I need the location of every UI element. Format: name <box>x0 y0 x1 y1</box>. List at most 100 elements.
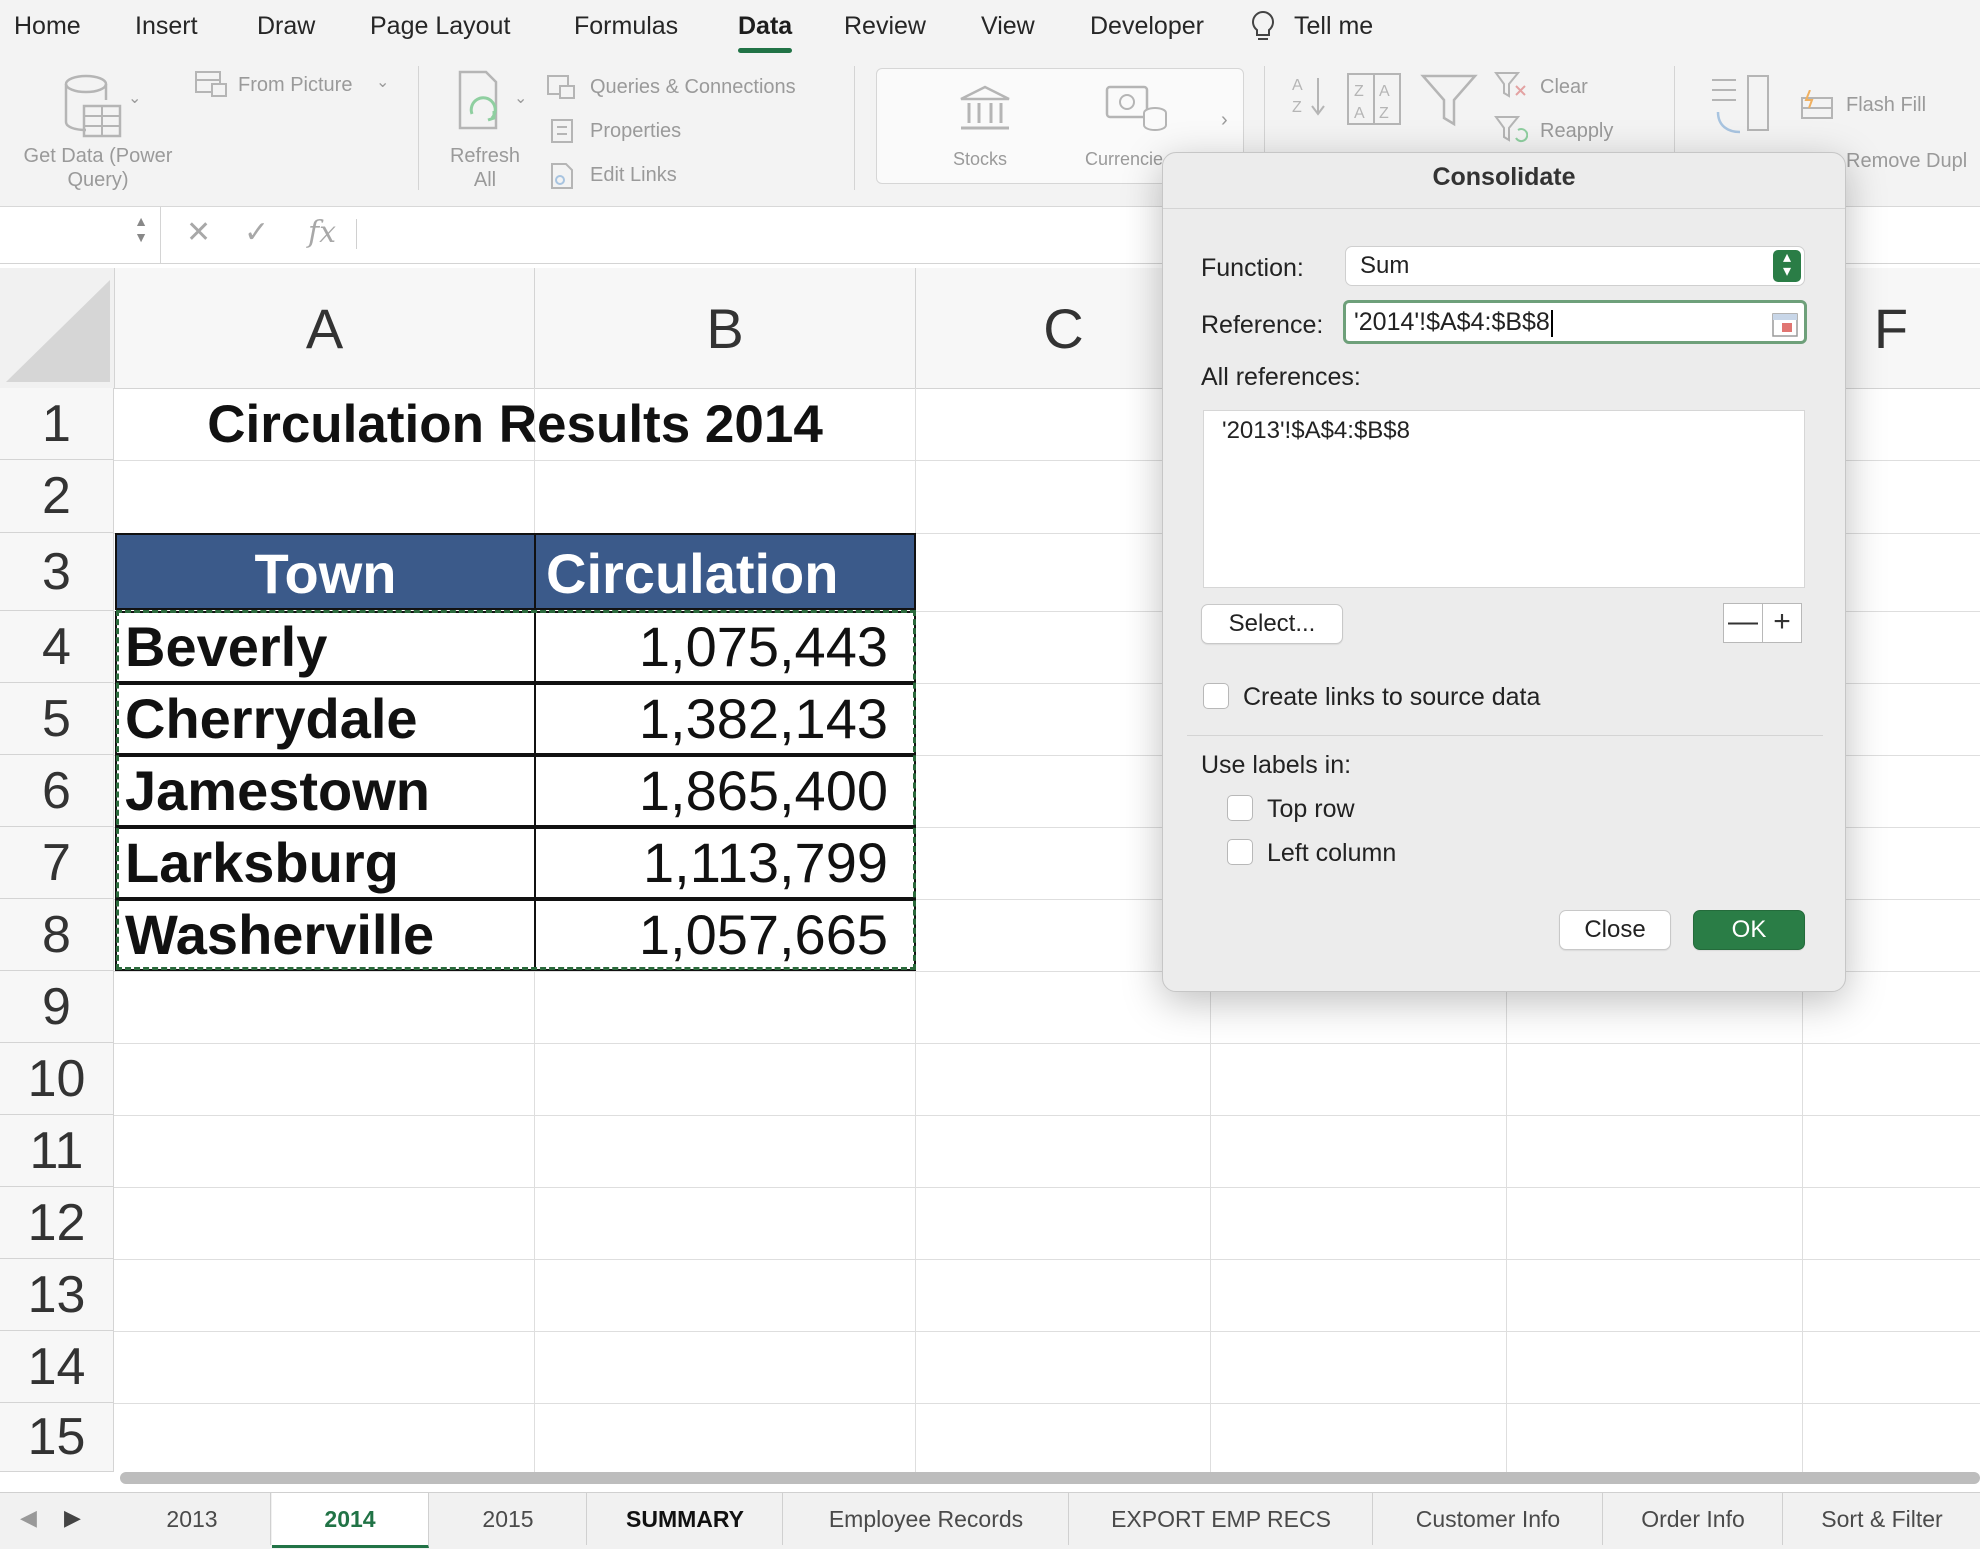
row-header-5[interactable]: 5 <box>0 683 114 755</box>
header-circulation[interactable]: Circulation <box>534 533 916 610</box>
cell-town[interactable]: Beverly <box>115 611 536 683</box>
gridline <box>114 1043 1980 1044</box>
tab-formulas[interactable]: Formulas <box>574 12 679 40</box>
properties-button[interactable]: Properties <box>590 120 682 142</box>
cell-circulation[interactable]: 1,113,799 <box>534 827 916 899</box>
tab-view[interactable]: View <box>981 12 1035 40</box>
function-icon[interactable]: fx <box>308 215 337 250</box>
select-all-corner[interactable] <box>0 268 115 389</box>
remove-reference-button[interactable]: — <box>1723 603 1763 643</box>
text-to-columns-icon[interactable] <box>1708 72 1772 149</box>
all-references-list[interactable]: '2013'!$A$4:$B$8 <box>1203 410 1805 588</box>
sheet-tab-export-emp-recs[interactable]: EXPORT EMP RECS <box>1070 1493 1373 1545</box>
sheet-title-cell[interactable]: Circulation Results 2014 <box>207 395 823 454</box>
tab-developer[interactable]: Developer <box>1090 12 1204 40</box>
cancel-icon[interactable]: ✕ <box>186 216 212 249</box>
ok-button[interactable]: OK <box>1693 910 1805 950</box>
add-reference-button[interactable]: + <box>1762 603 1802 643</box>
row-header-7[interactable]: 7 <box>0 827 114 899</box>
gridline <box>114 755 1980 756</box>
row-header-6[interactable]: 6 <box>0 755 114 827</box>
cell-circulation[interactable]: 1,865,400 <box>534 755 916 827</box>
stocks-bank-icon <box>957 83 1013 138</box>
row-header-1[interactable]: 1 <box>0 388 114 460</box>
sheet-tab-order-info[interactable]: Order Info <box>1604 1493 1783 1545</box>
horizontal-scrollbar[interactable] <box>120 1472 1980 1484</box>
tab-data[interactable]: Data <box>738 12 793 53</box>
cell-circulation[interactable]: 1,382,143 <box>534 683 916 755</box>
column-header-a[interactable]: A <box>115 268 535 389</box>
filter-funnel-icon[interactable] <box>1420 72 1478 135</box>
tab-page-layout[interactable]: Page Layout <box>370 12 511 40</box>
name-box-stepper-icon[interactable]: ▲ ▼ <box>134 213 148 245</box>
flash-fill-button[interactable]: Flash Fill <box>1846 94 1927 116</box>
row-header-12[interactable]: 12 <box>0 1187 114 1259</box>
left-column-label: Left column <box>1267 839 1397 867</box>
column-header-b[interactable]: B <box>535 268 916 389</box>
create-links-checkbox[interactable] <box>1203 683 1229 709</box>
get-data-label-1: Get Data (Power <box>23 145 173 167</box>
sheet-tab-summary[interactable]: SUMMARY <box>588 1493 783 1545</box>
get-data-button[interactable]: Get Data (Power Query) <box>10 144 186 192</box>
cell-town[interactable]: Cherrydale <box>115 683 536 755</box>
consolidate-dialog: Consolidate Function: Sum ▴ ▾ Reference: … <box>1162 152 1846 992</box>
function-select[interactable]: Sum ▴ ▾ <box>1345 246 1805 286</box>
sheet-tab-employee-records[interactable]: Employee Records <box>784 1493 1069 1545</box>
edit-links-button[interactable]: Edit Links <box>590 164 677 186</box>
stocks-label[interactable]: Stocks <box>953 149 1008 169</box>
row-header-2[interactable]: 2 <box>0 460 114 533</box>
row-header-8[interactable]: 8 <box>0 899 114 971</box>
tab-review[interactable]: Review <box>844 12 926 40</box>
clear-button[interactable]: Clear <box>1540 76 1588 98</box>
row-header-9[interactable]: 9 <box>0 971 114 1043</box>
sheet-tab-2013[interactable]: 2013 <box>114 1493 271 1545</box>
remove-duplicates-button[interactable]: Remove Dupl <box>1846 150 1968 172</box>
row-header-13[interactable]: 13 <box>0 1259 114 1331</box>
tell-me-search[interactable]: Tell me <box>1294 12 1374 40</box>
list-item[interactable]: '2013'!$A$4:$B$8 <box>1222 417 1410 444</box>
sheet-tab-2015[interactable]: 2015 <box>430 1493 587 1545</box>
refresh-label-2: All <box>473 169 497 191</box>
function-label: Function: <box>1201 254 1304 282</box>
close-button[interactable]: Close <box>1559 910 1671 950</box>
row-header-14[interactable]: 14 <box>0 1331 114 1403</box>
cell-town[interactable]: Larksburg <box>115 827 536 899</box>
name-box[interactable]: ▲ ▼ <box>0 207 161 263</box>
row-header-15[interactable]: 15 <box>0 1403 114 1472</box>
cell-town[interactable]: Washerville <box>115 899 536 971</box>
currencies-label[interactable]: Currencie <box>1085 149 1164 169</box>
left-column-checkbox[interactable] <box>1227 839 1253 865</box>
select-stepper-icon[interactable]: ▴ ▾ <box>1773 250 1801 282</box>
top-row-checkbox[interactable] <box>1227 795 1253 821</box>
tab-insert[interactable]: Insert <box>135 12 198 40</box>
reference-input[interactable]: '2014'!$A$4:$B$8 <box>1343 300 1807 344</box>
cell-circulation[interactable]: 1,075,443 <box>534 611 916 683</box>
cell-town[interactable]: Jamestown <box>115 755 536 827</box>
next-sheet-icon[interactable]: ▶ <box>64 1505 81 1530</box>
queries-connections-button[interactable]: Queries & Connections <box>590 76 796 98</box>
chevron-down-icon[interactable]: ⌄ <box>128 90 142 107</box>
from-picture-button[interactable]: From Picture <box>238 74 353 96</box>
sheet-tab-customer-info[interactable]: Customer Info <box>1374 1493 1603 1545</box>
row-header-3[interactable]: 3 <box>0 533 114 611</box>
cell-circulation[interactable]: 1,057,665 <box>534 899 916 971</box>
sheet-tab-2014[interactable]: 2014 <box>272 1493 429 1548</box>
row-header-10[interactable]: 10 <box>0 1043 114 1115</box>
reapply-button[interactable]: Reapply <box>1540 120 1614 142</box>
from-picture-chevron-icon[interactable]: ⌄ <box>376 74 390 91</box>
collapse-range-icon[interactable] <box>1772 310 1798 337</box>
refresh-chevron-icon[interactable]: ⌄ <box>514 90 528 107</box>
tab-home[interactable]: Home <box>14 12 81 40</box>
gallery-chevron-right-icon[interactable]: › <box>1221 109 1228 131</box>
enter-check-icon[interactable]: ✓ <box>244 216 270 249</box>
refresh-all-button[interactable]: Refresh All <box>440 144 530 192</box>
row-header-11[interactable]: 11 <box>0 1115 114 1187</box>
row-header-4[interactable]: 4 <box>0 611 114 683</box>
header-town[interactable]: Town <box>115 533 536 610</box>
sheet-tab-sort-filter[interactable]: Sort & Filter <box>1821 1505 1943 1532</box>
prev-sheet-icon[interactable]: ◀ <box>20 1505 37 1530</box>
select-button[interactable]: Select... <box>1201 604 1343 644</box>
tab-draw[interactable]: Draw <box>257 12 316 40</box>
